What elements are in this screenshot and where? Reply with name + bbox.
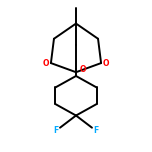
Text: O: O (102, 59, 109, 68)
Text: O: O (43, 59, 50, 68)
Text: F: F (53, 126, 59, 135)
Text: O: O (80, 65, 86, 74)
Text: F: F (93, 126, 99, 135)
